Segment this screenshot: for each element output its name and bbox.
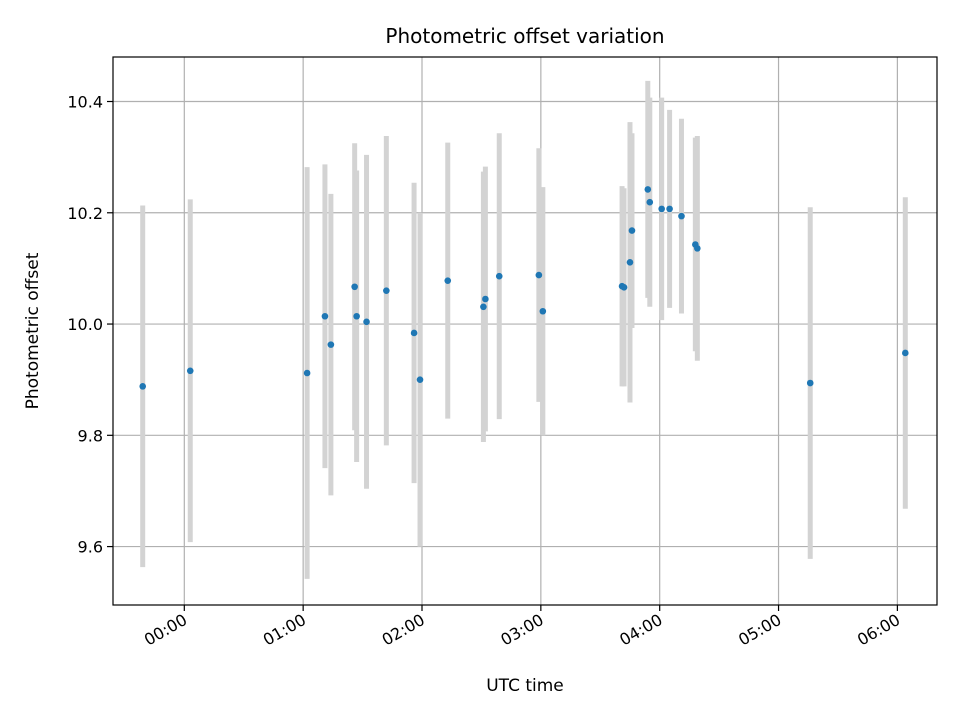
y-tick-label: 10.4 — [67, 93, 103, 112]
data-point — [658, 205, 665, 213]
data-point — [383, 287, 390, 294]
y-tick-label: 9.8 — [78, 426, 103, 445]
data-point — [482, 295, 489, 303]
y-tick-label: 10.2 — [67, 204, 103, 223]
chart-title: Photometric offset variation — [385, 24, 664, 48]
data-point — [806, 379, 814, 387]
data-point — [327, 341, 335, 348]
data-point — [351, 283, 358, 291]
y-axis-ticks: 9.6 9.8 10.0 10.2 10.4 — [67, 93, 113, 557]
data-point — [539, 307, 547, 315]
plot-area — [112, 56, 938, 606]
data-point — [321, 312, 329, 320]
data-point — [410, 329, 418, 337]
data-point — [678, 212, 685, 220]
data-point — [139, 383, 147, 390]
data-point — [535, 271, 543, 279]
data-point — [186, 367, 194, 375]
data-point — [620, 284, 628, 291]
data-point — [628, 227, 636, 234]
data-points — [139, 186, 909, 390]
data-point — [646, 198, 654, 206]
data-point — [694, 245, 701, 252]
axes-frame — [112, 56, 938, 606]
data-point — [363, 318, 370, 326]
data-point — [626, 258, 634, 266]
x-axis-label: UTC time — [486, 676, 564, 696]
y-tick-label: 10.0 — [67, 315, 103, 334]
data-point — [303, 369, 311, 377]
data-point — [666, 205, 673, 213]
data-point — [902, 349, 909, 357]
data-point — [480, 303, 487, 311]
data-point — [444, 277, 452, 284]
y-tick-label: 9.6 — [78, 538, 103, 557]
data-point — [495, 272, 503, 280]
data-point — [416, 376, 424, 383]
data-point — [644, 186, 652, 193]
data-point — [353, 312, 360, 320]
y-axis-label: Photometric offset — [23, 252, 43, 409]
